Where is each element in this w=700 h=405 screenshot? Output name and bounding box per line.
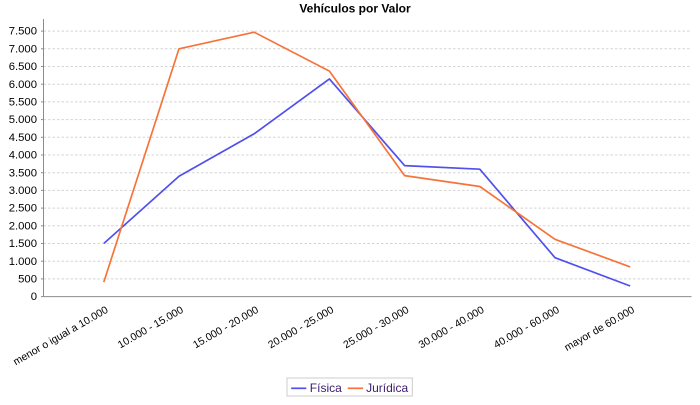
- svg-text:3.500: 3.500: [9, 167, 37, 179]
- svg-text:2.500: 2.500: [9, 203, 37, 215]
- svg-text:6.000: 6.000: [9, 79, 37, 91]
- svg-text:Física: Física: [310, 381, 342, 395]
- svg-text:1.000: 1.000: [9, 256, 37, 268]
- svg-text:2.000: 2.000: [9, 220, 37, 232]
- svg-text:4.000: 4.000: [9, 150, 37, 162]
- svg-text:5.500: 5.500: [9, 97, 37, 109]
- svg-text:0: 0: [31, 291, 37, 303]
- svg-text:Jurídica: Jurídica: [366, 381, 408, 395]
- svg-text:3.000: 3.000: [9, 185, 37, 197]
- svg-text:6.500: 6.500: [9, 61, 37, 73]
- svg-text:1.500: 1.500: [9, 238, 37, 250]
- svg-text:7.500: 7.500: [9, 26, 37, 38]
- svg-text:4.500: 4.500: [9, 132, 37, 144]
- svg-text:5.000: 5.000: [9, 114, 37, 126]
- svg-text:7.000: 7.000: [9, 43, 37, 55]
- svg-text:Vehículos por Valor: Vehículos por Valor: [299, 2, 411, 16]
- svg-text:500: 500: [18, 274, 37, 286]
